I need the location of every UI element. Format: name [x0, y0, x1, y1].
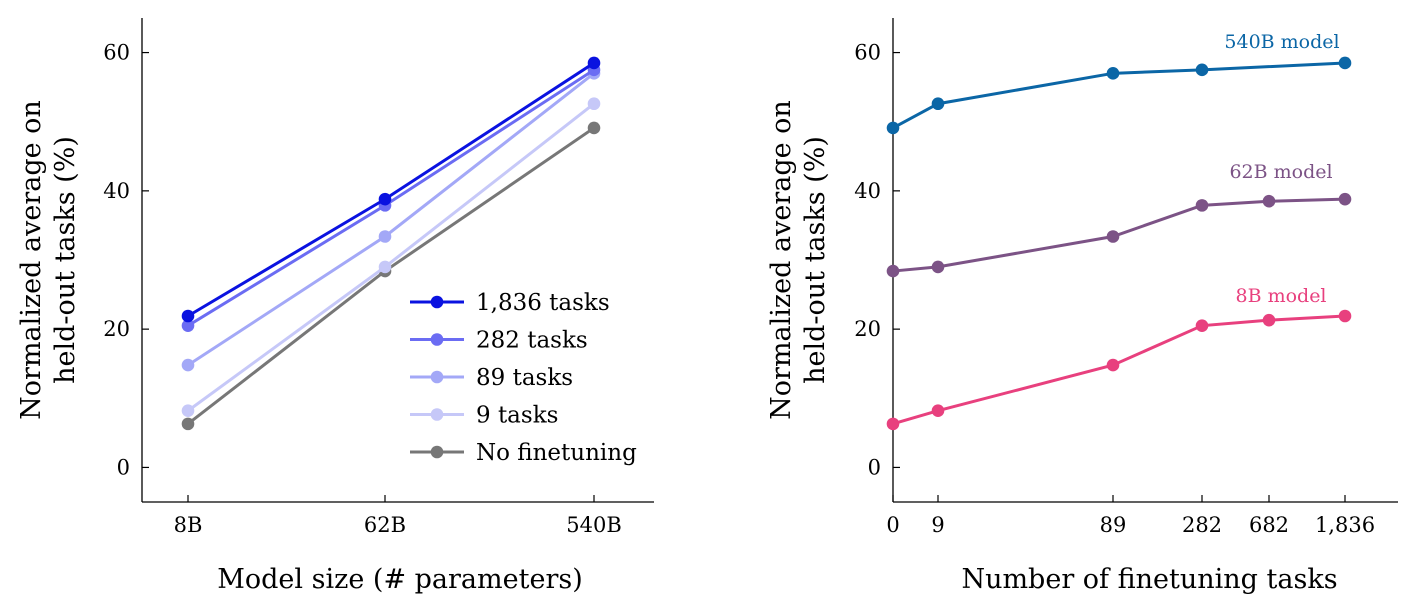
right-x-tick-label: 682: [1249, 513, 1289, 537]
legend-swatch-marker: [430, 370, 444, 384]
right-y-axis-title: Normalized average on held-out tasks (%): [766, 100, 831, 420]
right-y-tick-label: 60: [854, 41, 881, 65]
left-series-3: [181, 97, 601, 418]
series-annotation-label: 62B model: [1229, 161, 1332, 183]
right-x-tick-label: 282: [1182, 513, 1222, 537]
right-data-point: [931, 260, 945, 274]
left-data-point: [181, 319, 195, 332]
left-series-line: [187, 61, 595, 318]
left-x-axis-title: Model size (# parameters): [217, 564, 583, 595]
right-data-point: [886, 121, 900, 135]
right-series-line: [892, 314, 1346, 426]
legend-item: 282 tasks: [410, 328, 588, 354]
left-data-point: [378, 230, 392, 243]
right-data-point: [931, 97, 945, 111]
right-data-point: [931, 404, 945, 418]
legend-label: 282 tasks: [476, 328, 588, 354]
right-y-axis-title-line: Normalized average on: [766, 100, 797, 420]
right-data-point: [1338, 309, 1352, 323]
left-y-tick-label: 40: [103, 179, 130, 203]
legend-swatch-marker: [430, 295, 444, 309]
left-x-tick-label: 8B: [174, 513, 203, 537]
right-x-tick-label: 9: [931, 513, 944, 537]
right-data-point: [1262, 313, 1276, 327]
right-y-axis-title-line: held-out tasks (%): [800, 136, 831, 384]
left-legend: 1,836 tasks 282 tasks 89 tasks 9 tasks No fi…: [410, 290, 637, 466]
right-x-tick-label: 0: [886, 513, 899, 537]
left-data-point: [587, 97, 601, 111]
right-data-point: [1195, 319, 1209, 332]
right-data-point: [1106, 67, 1120, 80]
right-data-point: [1338, 192, 1352, 206]
right-x-tick-label: 89: [1100, 513, 1127, 537]
left-chart-model-size: 0 20 40 60 8B 62B 540B Model size (# parameters…: [16, 18, 654, 595]
right-data-point: [886, 417, 900, 431]
left-x-tick-label: 62B: [364, 513, 406, 537]
legend-label: 1,836 tasks: [476, 290, 610, 316]
legend-label: 89 tasks: [476, 365, 573, 391]
right-data-point: [1106, 358, 1120, 372]
left-data-point: [587, 121, 601, 135]
legend-swatch-marker: [430, 408, 444, 421]
left-data-point: [181, 417, 195, 431]
right-data-point: [886, 264, 900, 278]
right-y-tick-label: 40: [854, 179, 881, 203]
left-data-point: [181, 404, 195, 418]
left-y-tick-label: 0: [117, 455, 130, 479]
left-series-line: [187, 72, 595, 367]
left-y-axis-title-line: held-out tasks (%): [50, 136, 81, 384]
right-data-point: [1195, 199, 1209, 212]
right-chart-finetuning-tasks: 0 20 40 60 0 9 89 282 682 1,836 Number of finetuni…: [766, 18, 1398, 595]
series-annotation-label: 540B model: [1224, 31, 1339, 53]
legend-item: 1,836 tasks: [410, 290, 610, 316]
left-data-point: [181, 358, 195, 372]
right-series-1: 62B model: [886, 161, 1352, 278]
left-y-axis-title-line: Normalized average on: [16, 100, 47, 420]
legend-label: 9 tasks: [476, 403, 558, 429]
left-series-2: [181, 67, 601, 372]
right-data-point: [1262, 194, 1276, 208]
left-y-tick-label: 20: [103, 317, 130, 341]
right-data-point: [1338, 56, 1352, 70]
right-series-2: 8B model: [886, 285, 1352, 431]
right-data-point: [1106, 230, 1120, 243]
left-data-point: [378, 260, 392, 274]
legend-item: 9 tasks: [410, 403, 558, 429]
left-series-0: [181, 56, 601, 323]
left-data-point: [378, 192, 392, 206]
left-y-axis-title: Normalized average on held-out tasks (%): [16, 100, 81, 420]
left-x-tick-label: 540B: [566, 513, 622, 537]
right-series-line: [892, 197, 1346, 273]
legend-item: No finetuning: [410, 440, 637, 466]
left-data-point: [181, 309, 195, 323]
right-x-axis-title: Number of finetuning tasks: [961, 564, 1337, 595]
series-annotation-label: 8B model: [1235, 285, 1326, 307]
right-series-0: 540B model: [886, 31, 1352, 135]
right-x-tick-label: 1,836: [1315, 513, 1375, 537]
legend-item: 89 tasks: [410, 365, 573, 391]
left-data-point: [587, 56, 601, 70]
right-y-tick-label: 20: [854, 317, 881, 341]
left-y-tick-label: 60: [103, 41, 130, 65]
right-y-tick-label: 0: [868, 455, 881, 479]
right-data-point: [1195, 63, 1209, 77]
legend-swatch-marker: [430, 445, 444, 459]
legend-swatch-marker: [430, 333, 444, 346]
legend-label: No finetuning: [476, 440, 637, 466]
